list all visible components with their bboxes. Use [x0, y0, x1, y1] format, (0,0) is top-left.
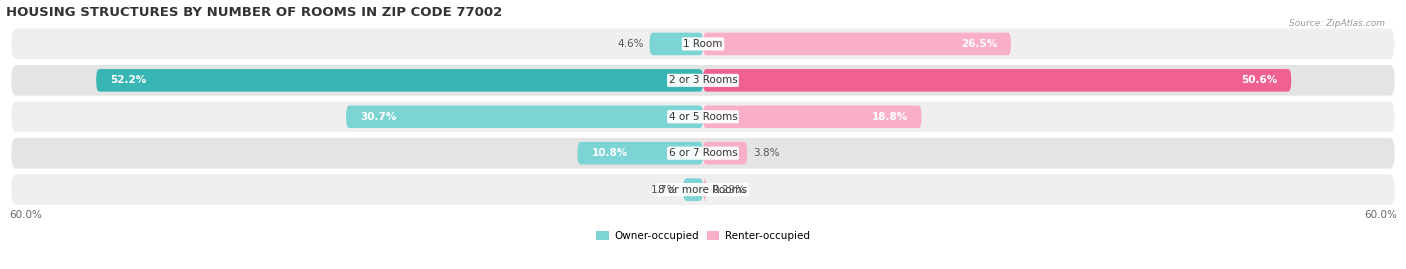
Text: 4.6%: 4.6%	[617, 39, 644, 49]
Text: 26.5%: 26.5%	[960, 39, 997, 49]
FancyBboxPatch shape	[11, 29, 1395, 59]
Text: Source: ZipAtlas.com: Source: ZipAtlas.com	[1289, 19, 1385, 28]
Text: 2 or 3 Rooms: 2 or 3 Rooms	[669, 75, 737, 85]
Text: 60.0%: 60.0%	[8, 210, 42, 220]
FancyBboxPatch shape	[650, 33, 703, 55]
FancyBboxPatch shape	[11, 174, 1395, 205]
Text: 3.8%: 3.8%	[754, 148, 779, 158]
Legend: Owner-occupied, Renter-occupied: Owner-occupied, Renter-occupied	[592, 227, 814, 245]
FancyBboxPatch shape	[683, 178, 703, 201]
Text: 0.29%: 0.29%	[713, 185, 745, 194]
Text: 50.6%: 50.6%	[1241, 75, 1277, 85]
Text: 52.2%: 52.2%	[110, 75, 146, 85]
Text: 10.8%: 10.8%	[592, 148, 627, 158]
FancyBboxPatch shape	[703, 105, 921, 128]
FancyBboxPatch shape	[346, 105, 703, 128]
FancyBboxPatch shape	[11, 65, 1395, 96]
Text: HOUSING STRUCTURES BY NUMBER OF ROOMS IN ZIP CODE 77002: HOUSING STRUCTURES BY NUMBER OF ROOMS IN…	[6, 6, 502, 19]
Text: 30.7%: 30.7%	[360, 112, 396, 122]
Text: 1.7%: 1.7%	[651, 185, 678, 194]
FancyBboxPatch shape	[703, 69, 1291, 92]
Text: 6 or 7 Rooms: 6 or 7 Rooms	[669, 148, 737, 158]
FancyBboxPatch shape	[11, 101, 1395, 132]
FancyBboxPatch shape	[703, 178, 706, 201]
FancyBboxPatch shape	[703, 142, 747, 164]
FancyBboxPatch shape	[703, 33, 1011, 55]
FancyBboxPatch shape	[578, 142, 703, 164]
FancyBboxPatch shape	[96, 69, 703, 92]
Text: 60.0%: 60.0%	[1364, 210, 1398, 220]
Text: 4 or 5 Rooms: 4 or 5 Rooms	[669, 112, 737, 122]
FancyBboxPatch shape	[11, 138, 1395, 168]
Text: 1 Room: 1 Room	[683, 39, 723, 49]
Text: 18.8%: 18.8%	[872, 112, 908, 122]
Text: 8 or more Rooms: 8 or more Rooms	[658, 185, 748, 194]
